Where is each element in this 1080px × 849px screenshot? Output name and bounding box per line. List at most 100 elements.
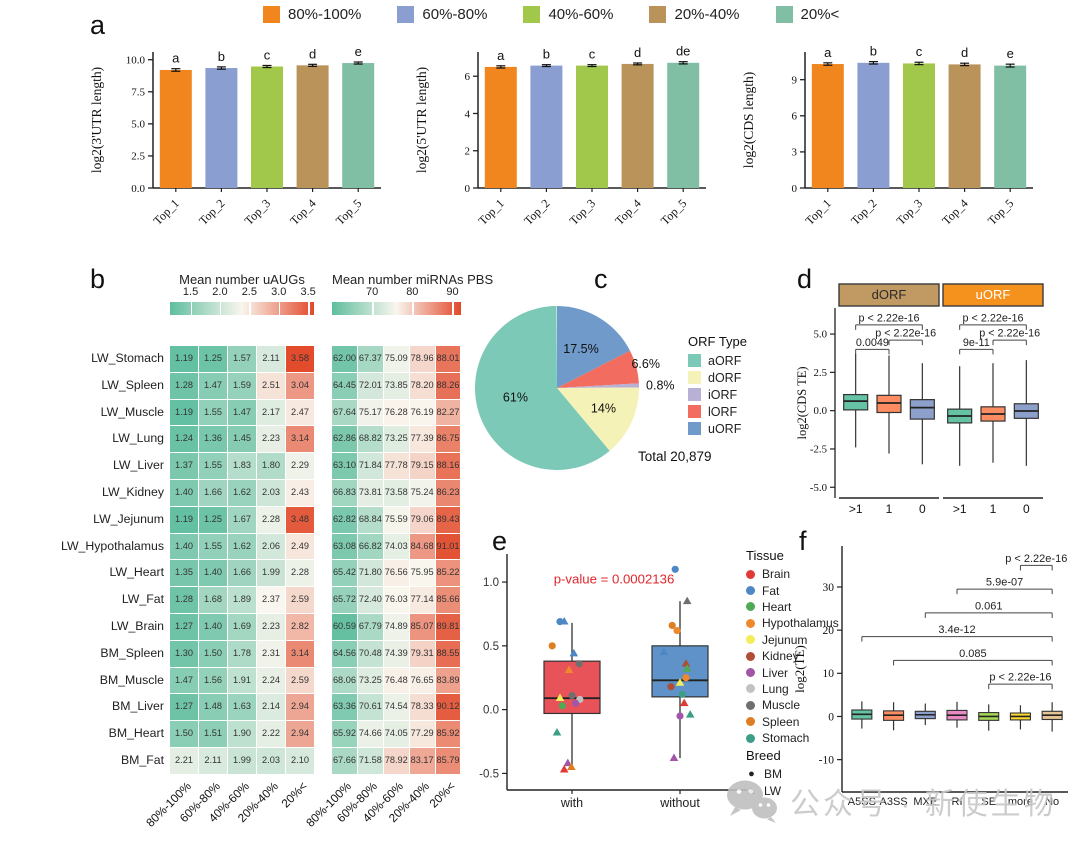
breed-legend-title: Breed	[746, 748, 781, 764]
legend-label: 80%-100%	[288, 6, 362, 23]
point-Hypothalamus	[564, 665, 574, 673]
heatmap-row-label: BM_Fat	[120, 753, 164, 767]
legend-swatch	[523, 6, 541, 23]
tissue-legend-item-Muscle: Muscle	[746, 697, 839, 713]
heatmap-cell: 1.30	[170, 640, 198, 667]
svg-text:a: a	[824, 45, 832, 60]
heatmap-cell: 1.40	[199, 614, 227, 640]
heatmap-cell: 1.40	[199, 560, 227, 587]
tissue-label: Muscle	[762, 698, 801, 713]
heatmap-row-label: BM_Heart	[108, 726, 164, 741]
heatmap-cell: 76.56	[383, 560, 409, 587]
heatmap-title-uaugs: Mean number uAUGs	[179, 272, 305, 287]
heatmap-cell: 73.81	[357, 480, 383, 506]
bar-Top_2	[530, 65, 563, 188]
point-Muscle	[575, 660, 583, 668]
point-Fat	[659, 647, 669, 656]
tissue-legend-item-Lung: Lung	[746, 681, 839, 697]
svg-text:Top_4: Top_4	[287, 196, 318, 227]
svg-text:6.6%: 6.6%	[631, 357, 660, 371]
point-Fat	[559, 617, 569, 625]
point-Jejunum	[555, 693, 565, 702]
heatmap-cell: 74.03	[383, 533, 409, 560]
svg-text:p < 2.22e-16: p < 2.22e-16	[875, 328, 936, 340]
boxplot-f-svg: 30 20 10 0 -10 log2(TE) A5SS A3SS MXE RI SE more No p…	[792, 546, 1068, 808]
facet-header-uORF	[942, 283, 1044, 307]
heatmap-cell: 76.65	[409, 667, 435, 694]
legend-swatch	[649, 6, 667, 23]
bar-Top_4	[621, 63, 654, 188]
svg-text:Top_1: Top_1	[802, 196, 833, 227]
heatmap-cell: 71.58	[357, 748, 383, 774]
boxplot-e-svg: 1.0 0.5 0.0 -0.5 with without p-value = 0.0002…	[479, 554, 747, 810]
heatmap-cell: 2.49	[286, 533, 314, 560]
heatmap-cell: 1.59	[228, 372, 256, 399]
svg-text:de: de	[676, 44, 690, 59]
heatmap-cell: 1.19	[170, 399, 198, 426]
watermark: 公众号 · 新使生物	[724, 778, 1057, 824]
svg-text:without: without	[659, 796, 700, 810]
svg-text:9e-11: 9e-11	[963, 337, 990, 349]
heatmap-cell: 68.06	[332, 667, 357, 694]
bar-Top_3	[903, 63, 935, 189]
heatmap-cell: 2.28	[286, 560, 314, 587]
heatmap-cell: 3.48	[286, 506, 314, 533]
point-Liver	[572, 699, 580, 707]
heatmap-cell: 1.47	[199, 372, 227, 399]
pie-legend-item-iORF: iORF	[688, 386, 747, 403]
heatmap-cell: 67.64	[332, 399, 357, 426]
svg-text:p-value = 0.0002136: p-value = 0.0002136	[554, 571, 675, 586]
pie-legend-label: iORF	[708, 387, 738, 402]
pie-slice-dORF	[557, 387, 639, 451]
legend-item-40%-60%: 40%-60%	[523, 6, 613, 23]
bar-chart-svg: 0.0 2.5 5.0 7.5 10.0 log2(3'UTR length) a Top_1…	[89, 44, 381, 228]
heatmap-cell: 76.28	[383, 399, 409, 426]
tissue-legend-item-Stomach: Stomach	[746, 730, 839, 746]
heatmap-cell: 84.68	[409, 533, 435, 560]
heatmap-cell: 73.85	[383, 372, 409, 399]
svg-text:5.9e-07: 5.9e-07	[986, 577, 1023, 589]
bar-Top_2	[857, 62, 890, 188]
svg-text:0: 0	[465, 183, 471, 195]
svg-text:0.0: 0.0	[483, 705, 499, 717]
tissue-legend-item-Liver: Liver	[746, 664, 839, 680]
heatmap-cell: 2.14	[257, 694, 285, 721]
heatmap-cell: 2.43	[286, 480, 314, 506]
heatmap-cell: 62.00	[332, 346, 357, 372]
svg-text:-2.5: -2.5	[810, 443, 827, 455]
legend-label: 60%-80%	[422, 6, 488, 23]
scale-tick-label: 1.5	[182, 286, 199, 298]
tissue-legend-item-Kidney: Kidney	[746, 648, 839, 664]
svg-text:p < 2.22e-16: p < 2.22e-16	[859, 312, 920, 324]
svg-text:Top_3: Top_3	[894, 196, 925, 227]
heatmap-row-label: LW_Jejunum	[93, 511, 164, 526]
tissue-legend-item-Spleen: Spleen	[746, 714, 839, 730]
heatmap-cell: 88.01	[435, 346, 461, 372]
heatmap-cell: 2.82	[286, 614, 314, 640]
heatmap-cell: 1.78	[228, 640, 256, 667]
heatmap-row-label: LW_Fat	[121, 592, 164, 607]
bar-Top_5	[342, 63, 375, 188]
box-without	[651, 645, 709, 698]
heatmap-cell: 1.91	[228, 667, 256, 694]
svg-text:b: b	[543, 47, 550, 62]
heatmap-cell: 1.55	[199, 399, 227, 426]
heatmap-cell: 1.50	[170, 721, 198, 747]
heatmap-cell: 60.59	[332, 614, 357, 640]
heatmap-cell: 72.40	[357, 587, 383, 613]
svg-text:c: c	[916, 44, 923, 59]
tissue-dot	[746, 733, 755, 743]
pie-legend-swatch	[688, 388, 701, 401]
heatmap-cell: 88.55	[435, 640, 461, 667]
heatmap-cell: 63.08	[332, 533, 357, 560]
point-Heart	[558, 702, 566, 710]
heatmap-cell: 1.27	[170, 694, 198, 721]
svg-text:6: 6	[792, 111, 798, 123]
heatmap-cell: 83.17	[409, 748, 435, 774]
svg-text:0: 0	[1023, 502, 1030, 516]
heatmap-cell: 72.01	[357, 372, 383, 399]
heatmap-cell: 74.66	[357, 721, 383, 747]
legend-label: 40%-60%	[548, 6, 614, 23]
heatmap-cell: 1.35	[170, 560, 198, 587]
